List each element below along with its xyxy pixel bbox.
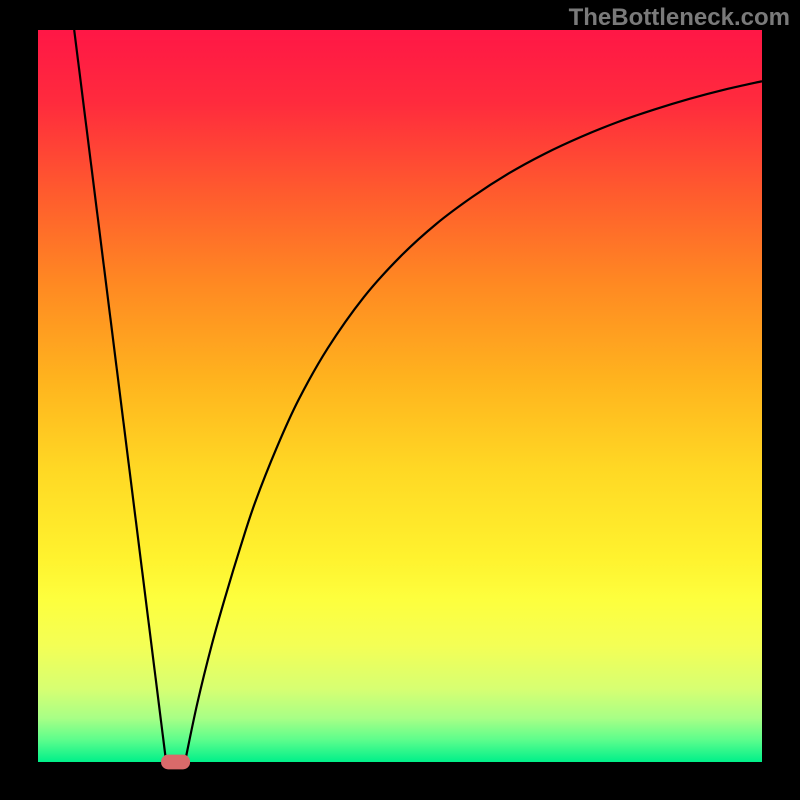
plot-background xyxy=(38,30,762,762)
watermark-text: TheBottleneck.com xyxy=(569,4,790,32)
bottleneck-chart xyxy=(0,0,800,800)
bottleneck-marker xyxy=(161,755,190,770)
chart-container: TheBottleneck.com xyxy=(0,0,800,800)
